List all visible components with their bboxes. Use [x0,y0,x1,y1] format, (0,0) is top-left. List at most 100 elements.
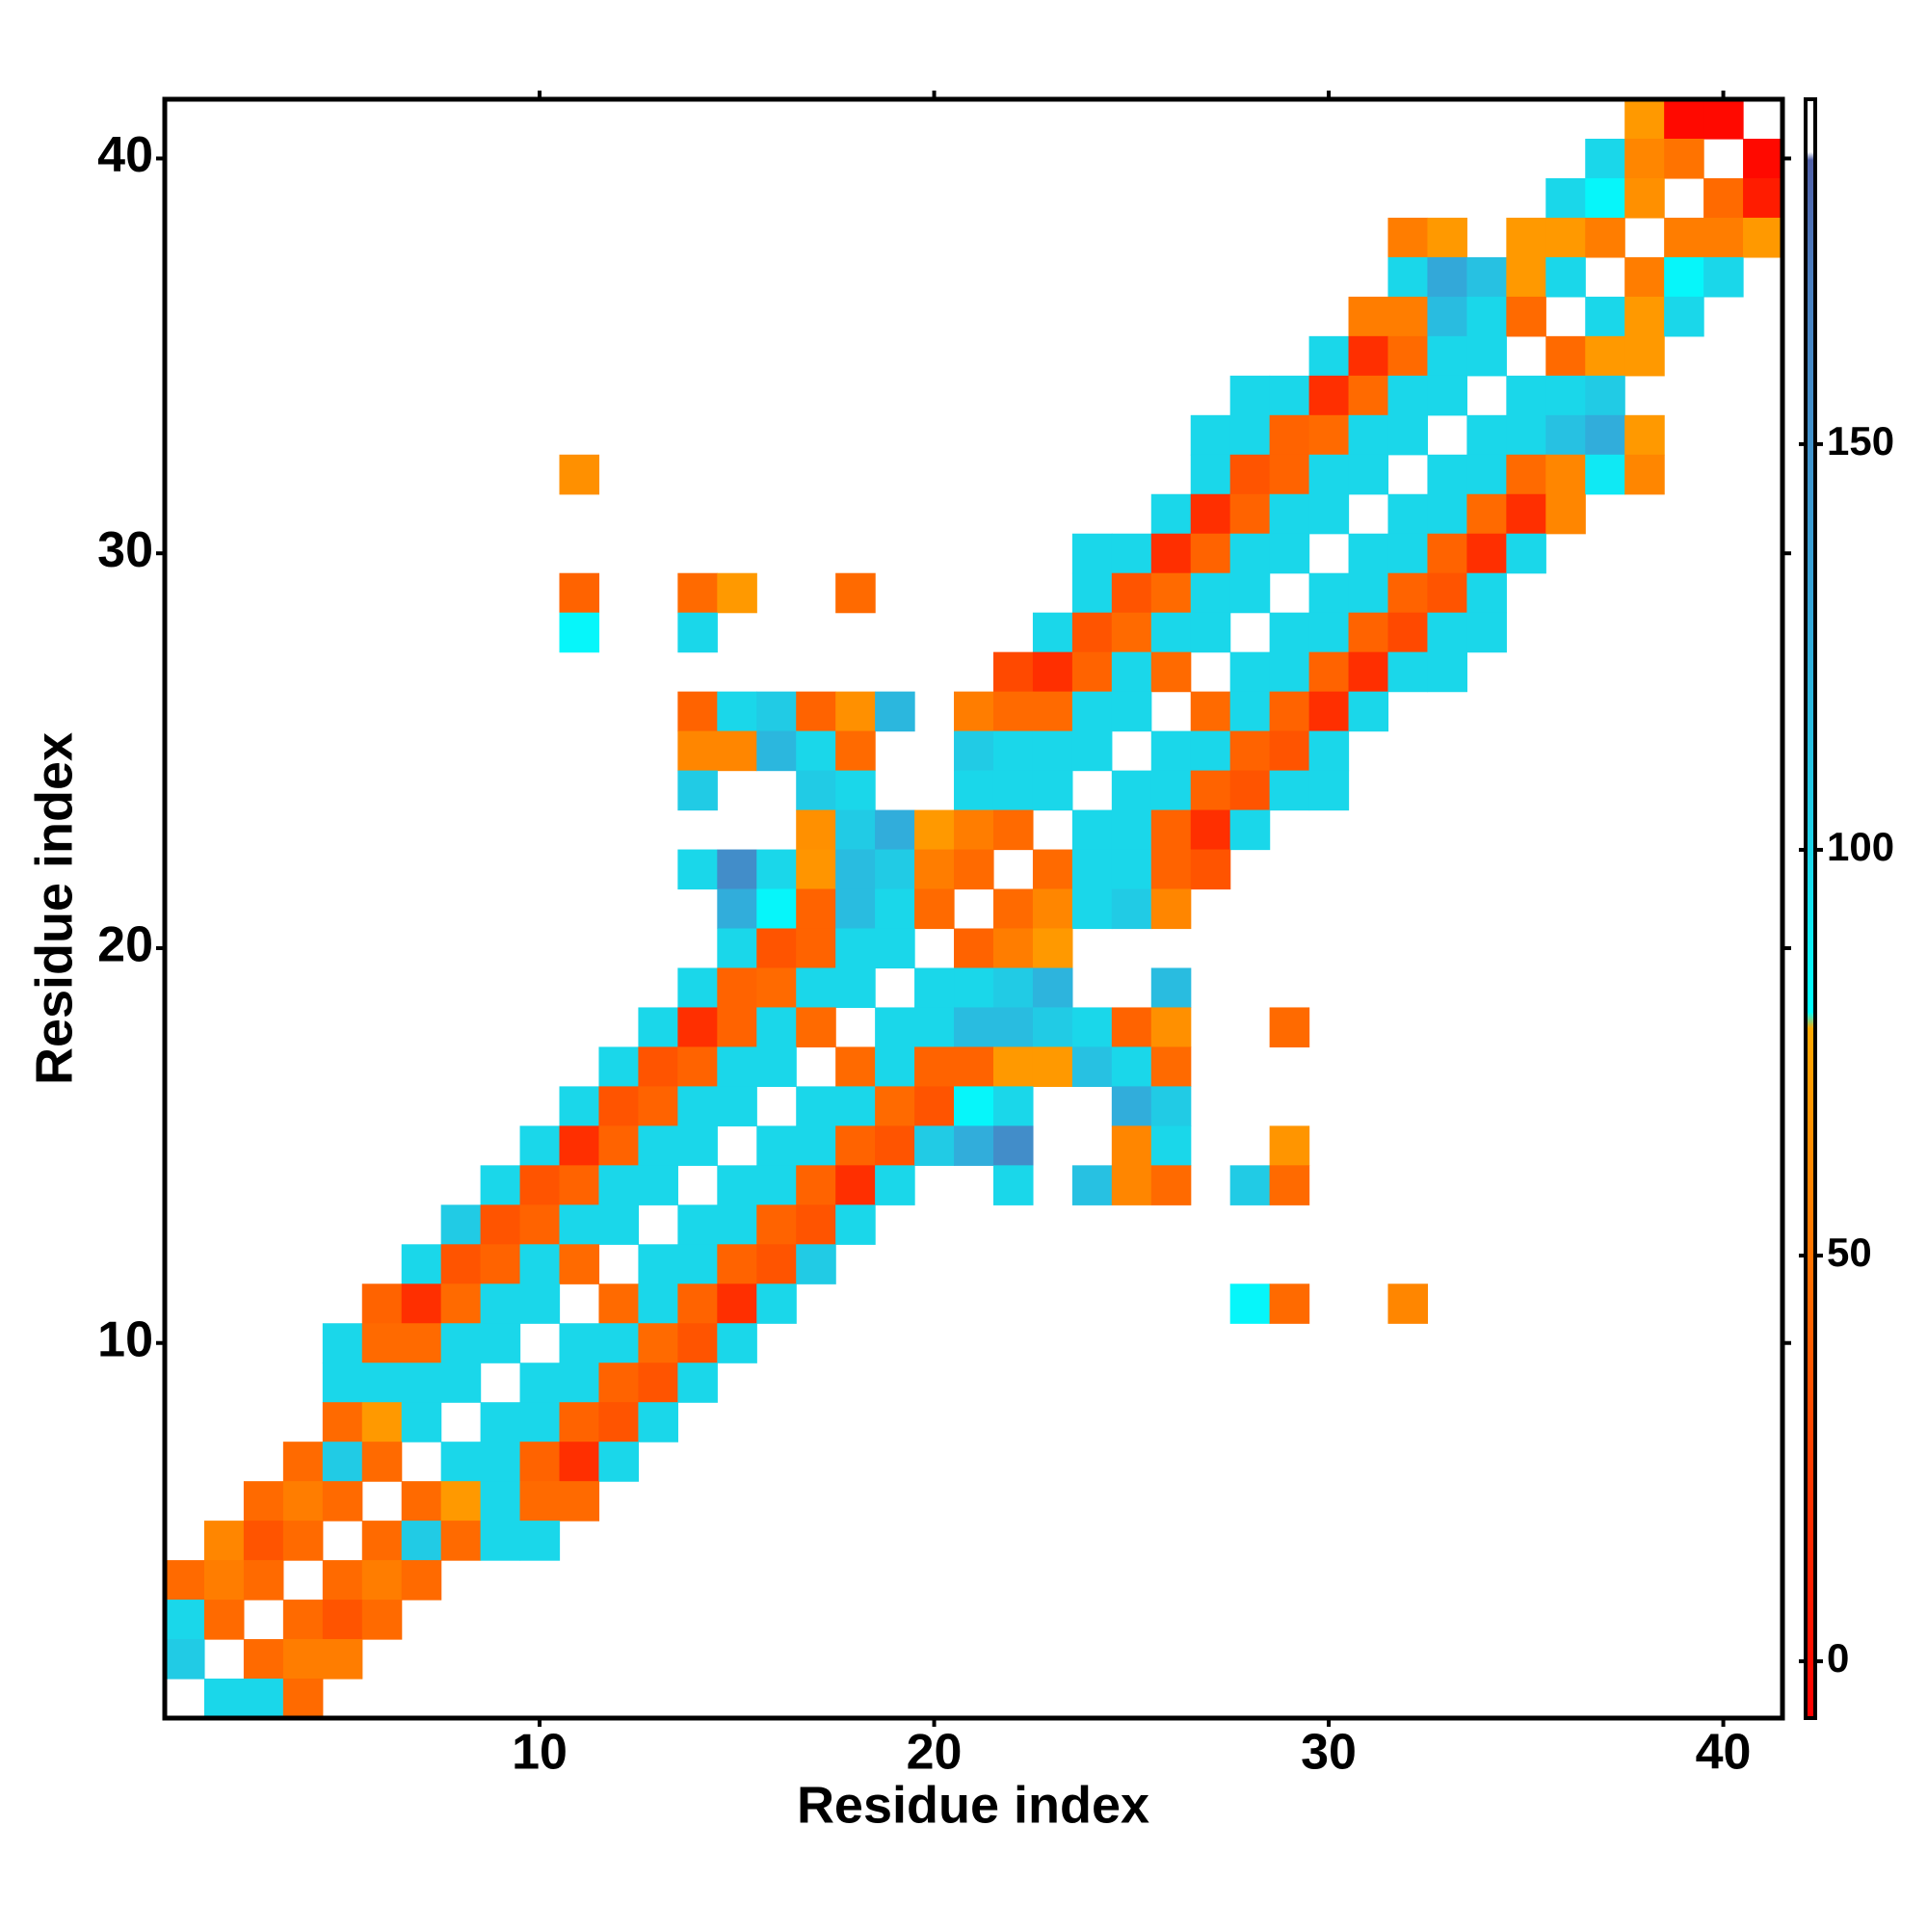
heatmap-cell [677,1046,718,1087]
heatmap-cell [1585,375,1625,416]
heatmap-cell [1269,612,1310,653]
heatmap-cell [282,1679,324,1719]
heatmap-cell [1624,335,1665,377]
heatmap-cell [322,1323,363,1363]
heatmap-cell [1585,414,1625,456]
heatmap-cell [1032,691,1073,732]
heatmap-cell [1427,217,1467,258]
heatmap-cell [322,1560,363,1601]
heatmap-cell [875,849,915,890]
heatmap-cell [954,1086,994,1126]
heatmap-cell [638,1086,678,1126]
heatmap-cell [598,1046,640,1087]
heatmap-cell [875,1086,915,1126]
heatmap-cell [835,730,876,772]
heatmap-cell [1071,809,1113,851]
heatmap-cell [1506,296,1546,337]
heatmap-cell [1071,1046,1113,1087]
heatmap-cell [638,1284,678,1324]
heatmap-cell [756,1244,797,1284]
heatmap-cell [717,572,757,614]
heatmap-cell [1150,612,1192,653]
heatmap-cell [796,730,836,772]
heatmap-cell [1387,533,1429,574]
heatmap-cell [1032,651,1073,693]
heatmap-cell [796,1007,836,1048]
heatmap-cell [480,1402,521,1442]
heatmap-cell [677,612,718,653]
heatmap-cell [756,1046,797,1087]
heatmap-cell [1427,533,1467,574]
heatmap-cell [717,1007,757,1048]
heatmap-cell [1150,572,1192,614]
heatmap-cell [1585,454,1625,495]
heatmap-cell [1506,414,1546,456]
heatmap-cell [914,849,955,890]
heatmap-cell [1743,138,1783,179]
heatmap-cell [282,1600,324,1640]
heatmap-cell [1387,375,1429,416]
heatmap-cell [1071,730,1113,772]
heatmap-cell [1032,967,1073,1009]
heatmap-cell [1190,572,1231,614]
heatmap-cell [638,1125,678,1166]
y-tick-label: 40 [97,127,153,183]
heatmap-cell [1427,612,1467,653]
heatmap-cell [1545,454,1586,495]
heatmap-cell [796,888,836,930]
heatmap-cell [480,1165,521,1205]
heatmap-cell [914,1125,955,1166]
heatmap-cell [361,1560,403,1601]
heatmap-cell [954,809,994,851]
heatmap-cell [677,1086,718,1126]
heatmap-cell [559,1402,600,1442]
heatmap-cell [1466,454,1507,495]
heatmap-cell [796,1125,836,1166]
heatmap-cell [954,1125,994,1166]
heatmap-cell [1150,1125,1192,1166]
heatmap-cell [322,1639,363,1680]
heatmap-cell [875,1046,915,1087]
colorbar-tick-label: 150 [1827,418,1894,463]
y-tick-label: 20 [97,917,153,973]
heatmap-cell [282,1521,324,1561]
heatmap-cell [992,1007,1034,1048]
heatmap-cell [756,1284,797,1324]
heatmap-cell [1348,572,1389,614]
heatmap-cell [559,1204,600,1245]
heatmap-cell [1190,612,1231,653]
heatmap-cell [1308,612,1350,653]
heatmap-cells [165,99,1783,1719]
heatmap-cell [1427,454,1467,495]
heatmap-cell [1269,533,1310,574]
heatmap-cell [1624,454,1665,495]
heatmap-cell [401,1481,442,1522]
y-axis-title: Residue index [25,732,83,1085]
heatmap-cell [717,1323,757,1363]
heatmap-cell [401,1560,442,1601]
heatmap-cell [1269,691,1310,732]
heatmap-cell [1111,572,1152,614]
heatmap-cell [1348,651,1389,693]
heatmap-cell [677,967,718,1009]
heatmap-cell [1111,888,1152,930]
heatmap-cell [677,1244,718,1284]
heatmap-cell [440,1481,482,1522]
heatmap-cell [598,1125,640,1166]
heatmap-cell [1269,375,1310,416]
heatmap-cell [361,1323,403,1363]
heatmap-cell [875,1165,915,1205]
heatmap-cell [1269,1007,1310,1048]
heatmap-cell [992,1125,1034,1166]
heatmap-cell [835,1046,876,1087]
heatmap-cell [1743,177,1783,219]
heatmap-cell [992,928,1034,969]
heatmap-cell [1150,809,1192,851]
heatmap-cell [282,1442,324,1482]
heatmap-cell [1150,493,1192,535]
colorbar-tick-label: 50 [1827,1230,1872,1275]
heatmap-cell [1624,99,1665,140]
heatmap-cell [519,1363,561,1403]
heatmap-cell [638,1402,678,1442]
heatmap-cell [1387,612,1429,653]
